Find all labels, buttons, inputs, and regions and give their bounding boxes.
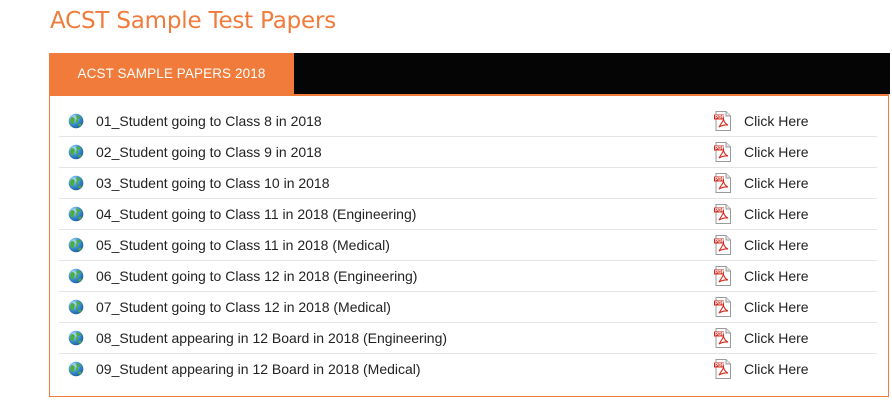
list-item-1: 01_Student going to Class 8 in 2018 PDF …: [59, 106, 877, 137]
svg-text:PDF: PDF: [715, 239, 725, 244]
page-title: ACST Sample Test Papers: [50, 8, 337, 34]
pdf-icon[interactable]: PDF: [714, 142, 732, 162]
paper-title: 07_Student going to Class 12 in 2018 (Me…: [96, 299, 391, 315]
svg-text:PDF: PDF: [715, 270, 725, 275]
papers-panel: 01_Student going to Class 8 in 2018 PDF …: [49, 94, 889, 397]
pdf-icon[interactable]: PDF: [714, 359, 732, 379]
click-here-link[interactable]: Click Here: [744, 237, 809, 253]
papers-list: 01_Student going to Class 8 in 2018 PDF …: [59, 106, 877, 384]
svg-text:PDF: PDF: [715, 177, 725, 182]
svg-text:PDF: PDF: [715, 115, 725, 120]
pdf-icon[interactable]: PDF: [714, 266, 732, 286]
paper-title: 04_Student going to Class 11 in 2018 (En…: [96, 206, 417, 222]
click-here-link[interactable]: Click Here: [744, 113, 809, 129]
list-item-5: 05_Student going to Class 11 in 2018 (Me…: [59, 230, 877, 261]
svg-text:PDF: PDF: [715, 146, 725, 151]
pdf-icon[interactable]: PDF: [714, 111, 732, 131]
paper-title: 08_Student appearing in 12 Board in 2018…: [96, 330, 448, 346]
svg-text:PDF: PDF: [715, 301, 725, 306]
list-item-3: 03_Student going to Class 10 in 2018 PDF…: [59, 168, 877, 199]
list-item-2: 02_Student going to Class 9 in 2018 PDF …: [59, 137, 877, 168]
svg-text:PDF: PDF: [715, 208, 725, 213]
globe-icon: [68, 113, 84, 129]
pdf-icon[interactable]: PDF: [714, 173, 732, 193]
tab-bar: ACST SAMPLE PAPERS 2018: [49, 53, 890, 94]
list-item-6: 06_Student going to Class 12 in 2018 (En…: [59, 261, 877, 292]
list-item-9: 09_Student appearing in 12 Board in 2018…: [59, 354, 877, 384]
globe-icon: [68, 361, 84, 377]
globe-icon: [68, 330, 84, 346]
paper-title: 05_Student going to Class 11 in 2018 (Me…: [96, 237, 390, 253]
click-here-link[interactable]: Click Here: [744, 268, 809, 284]
globe-icon: [68, 237, 84, 253]
pdf-icon[interactable]: PDF: [714, 235, 732, 255]
paper-title: 02_Student going to Class 9 in 2018: [96, 144, 322, 160]
pdf-icon[interactable]: PDF: [714, 328, 732, 348]
globe-icon: [68, 268, 84, 284]
globe-icon: [68, 206, 84, 222]
click-here-link[interactable]: Click Here: [744, 175, 809, 191]
globe-icon: [68, 144, 84, 160]
click-here-link[interactable]: Click Here: [744, 144, 809, 160]
list-item-8: 08_Student appearing in 12 Board in 2018…: [59, 323, 877, 354]
click-here-link[interactable]: Click Here: [744, 361, 809, 377]
svg-text:PDF: PDF: [715, 363, 725, 368]
click-here-link[interactable]: Click Here: [744, 330, 809, 346]
globe-icon: [68, 299, 84, 315]
svg-text:PDF: PDF: [715, 332, 725, 337]
paper-title: 09_Student appearing in 12 Board in 2018…: [96, 361, 421, 377]
click-here-link[interactable]: Click Here: [744, 206, 809, 222]
globe-icon: [68, 175, 84, 191]
pdf-icon[interactable]: PDF: [714, 297, 732, 317]
list-item-4: 04_Student going to Class 11 in 2018 (En…: [59, 199, 877, 230]
paper-title: 06_Student going to Class 12 in 2018 (En…: [96, 268, 418, 284]
click-here-link[interactable]: Click Here: [744, 299, 809, 315]
paper-title: 01_Student going to Class 8 in 2018: [96, 113, 322, 129]
paper-title: 03_Student going to Class 10 in 2018: [96, 175, 330, 191]
pdf-icon[interactable]: PDF: [714, 204, 732, 224]
tab-acst-sample-papers-2018[interactable]: ACST SAMPLE PAPERS 2018: [49, 53, 294, 94]
list-item-7: 07_Student going to Class 12 in 2018 (Me…: [59, 292, 877, 323]
